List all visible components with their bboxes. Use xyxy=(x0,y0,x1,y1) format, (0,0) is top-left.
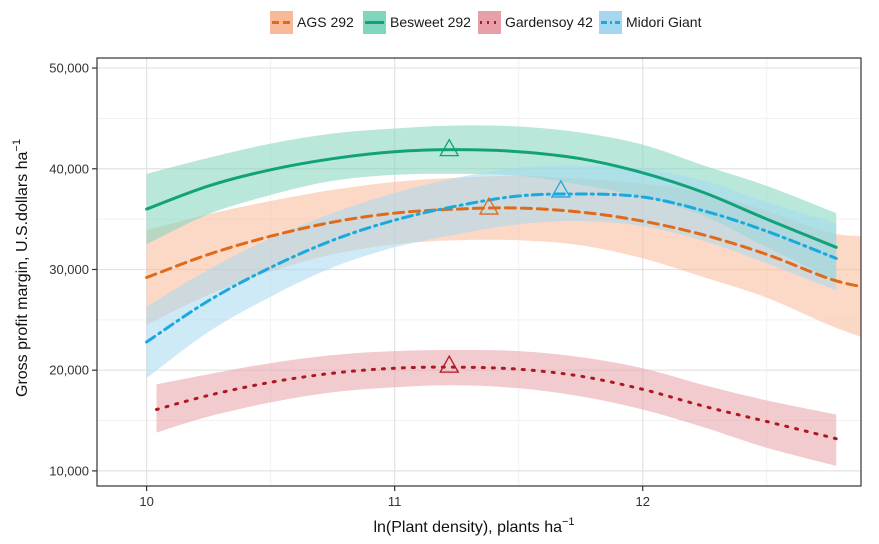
legend-item-besweet-292[interactable]: Besweet 292 xyxy=(363,11,471,34)
x-tick-label: 12 xyxy=(635,494,649,509)
max-marker-gardensoy-42 xyxy=(439,354,460,373)
max-marker-midori-giant xyxy=(550,179,571,198)
maximum-markers xyxy=(439,138,571,373)
line-gardensoy-42 xyxy=(155,365,838,441)
legend-label-ags-292: AGS 292 xyxy=(297,14,354,30)
y-axis-title: Gross profit margin, U.S.dollars ha−1 xyxy=(11,139,31,397)
max-marker-besweet-292 xyxy=(439,138,460,157)
line-ags-292 xyxy=(145,206,863,289)
y-tick-label: 50,000 xyxy=(49,61,89,76)
x-axis-ticks: 10 11 12 xyxy=(139,486,650,509)
gridlines xyxy=(97,58,861,486)
line-midori-giant xyxy=(145,192,838,344)
x-axis-title-text: ln(Plant density), plants ha xyxy=(373,519,562,536)
plot-border xyxy=(96,57,862,487)
y-tick-label: 20,000 xyxy=(49,363,89,378)
legend-swatch-ags-292 xyxy=(270,11,293,34)
confidence-bands xyxy=(146,125,862,466)
band-besweet-292 xyxy=(146,125,837,281)
x-tick-label: 10 xyxy=(139,494,153,509)
x-axis-title-superscript: −1 xyxy=(562,516,575,528)
y-axis-ticks: 10,000 20,000 30,000 40,000 50,000 xyxy=(49,61,97,478)
legend-item-gardensoy-42[interactable]: Gardensoy 42 xyxy=(478,11,593,34)
y-tick-label: 10,000 xyxy=(49,463,89,478)
legend: AGS 292 Besweet 292 Gardensoy 42 Midori … xyxy=(270,11,702,34)
x-axis-title: ln(Plant density), plants ha−1 xyxy=(373,516,574,536)
band-ags-292 xyxy=(146,175,862,337)
line-besweet-292 xyxy=(145,148,838,249)
x-tick-label: 11 xyxy=(388,494,402,509)
legend-item-midori-giant[interactable]: Midori Giant xyxy=(599,11,702,34)
legend-label-midori-giant: Midori Giant xyxy=(626,14,702,30)
plot-area xyxy=(97,58,861,486)
y-axis-title-text: Gross profit margin, U.S.dollars ha xyxy=(14,151,31,397)
plot-background xyxy=(97,58,861,486)
legend-item-ags-292[interactable]: AGS 292 xyxy=(270,11,354,34)
band-gardensoy-42 xyxy=(156,349,837,466)
y-tick-label: 30,000 xyxy=(49,262,89,277)
y-axis-title-superscript: −1 xyxy=(11,139,23,152)
max-marker-ags-292 xyxy=(478,196,500,215)
y-tick-label: 40,000 xyxy=(49,161,89,176)
band-midori-giant xyxy=(146,165,837,379)
legend-label-besweet-292: Besweet 292 xyxy=(390,14,471,30)
series-lines xyxy=(145,148,863,441)
plot-frame xyxy=(96,57,862,487)
legend-swatch-gardensoy-42 xyxy=(478,11,501,34)
legend-label-gardensoy-42: Gardensoy 42 xyxy=(505,14,593,30)
